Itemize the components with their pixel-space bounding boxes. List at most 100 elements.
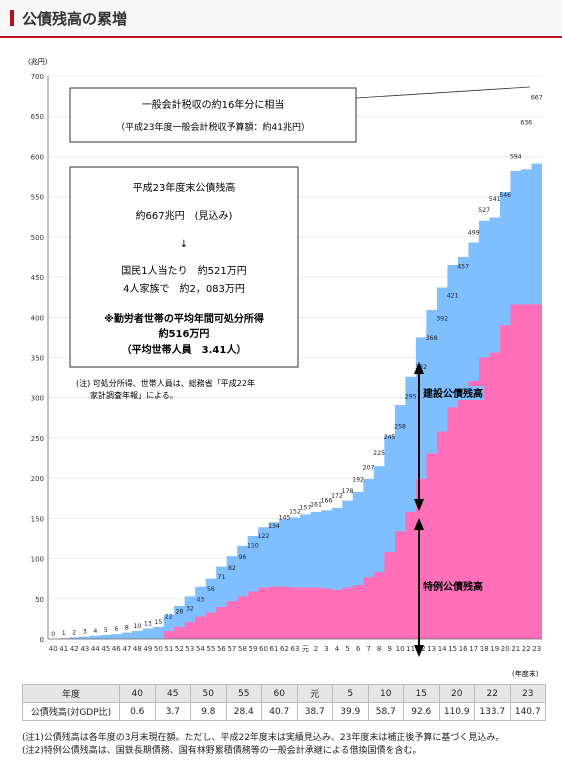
table-cell: 140.7 [509,702,546,721]
total-data-label: 10 [133,623,141,630]
y-tick-label: 600 [31,153,44,161]
table-cell: 133.7 [474,702,511,721]
total-data-label: 207 [363,465,375,472]
annotation-pc-line1: 平成23年度末公債残高 [133,181,236,194]
total-data-label: 152 [289,509,301,516]
y-tick-label: 0 [40,636,44,644]
total-data-label: 3 [83,629,87,636]
y-tick-label: 350 [31,355,44,363]
y-tick-label: 300 [31,395,44,403]
total-data-label: 172 [331,493,343,500]
total-data-label: 96 [239,554,247,561]
total-data-label: 546 [499,192,511,199]
total-data-label: 6 [114,626,118,633]
note-line-1: (注) 可処分所得、世帯人員は、総務省「平成22年 [76,378,255,388]
special-arrow-top [414,518,424,530]
total-data-label: 22 [165,613,173,620]
x-tick-label: 4 [335,645,340,653]
annotation-tax-line2: （平成23年度一般会計税収予算額：約41兆円） [116,121,310,133]
annotation-pointer-line [355,86,531,99]
total-data-label: 13 [144,621,152,628]
x-tick-label: 7 [366,645,370,653]
x-tick-label: 53 [185,645,194,653]
table-row-label: 公債残高(対GDP比) [22,702,120,721]
construction-arrow-top [414,362,424,374]
x-tick-label: 10 [396,645,405,653]
annotation-pc-line4: 国民1人当たり 約521万円 [121,264,246,277]
annotation-pc-line6: ※勤労者世帯の平均年間可処分所得 [104,312,264,325]
table-cell: 9.8 [190,702,227,721]
total-data-label: 192 [352,477,364,484]
total-data-label: 421 [447,292,459,299]
footnote-2: (注2)特例公債残高は、国鉄長期債務、国有林野累積債務等の一般会計承継による借換… [22,746,422,756]
table-cell: 3.7 [154,702,191,721]
x-tick-label: 16 [459,645,468,653]
x-tick-label: 11 [406,645,415,653]
x-tick-label: 23 [532,645,541,653]
construction-label-bg [422,386,484,400]
total-data-label: 225 [373,450,385,457]
total-data-label: 1 [62,630,66,637]
table-header-cell: 20 [438,684,475,703]
annotation-box-tax [69,87,357,143]
table-cell: 0.6 [119,702,156,721]
table-header-cell: 22 [474,684,511,703]
y-tick-label: 400 [31,314,44,322]
total-data-label: 636 [520,119,532,126]
annotation-pc-line7: 約516万円 [159,327,210,340]
x-tick-label: 57 [227,645,236,653]
x-tick-label: 45 [101,645,110,653]
total-data-label: 56 [207,586,215,593]
annotation-pc-line2: 約667兆円 (見込み) [136,209,233,222]
x-tick-label: 42 [70,645,79,653]
chart-axes: 0501001502002503003504004505005506006507… [31,73,542,653]
table-header-cell: 元 [296,684,333,703]
x-tick-label: 49 [143,645,152,653]
x-tick-label: 46 [112,645,121,653]
total-data-label: 667 [531,95,543,102]
construction-arrow-bottom [414,499,424,511]
total-data-label: 541 [489,196,501,203]
table-header-cell: 15 [403,684,440,703]
x-tick-label: 5 [345,645,349,653]
annotation-tax-line1: 一般会計税収の約16年分に相当 [142,98,285,111]
total-data-label: 5 [104,627,108,634]
table-cell: 92.6 [403,702,440,721]
x-tick-label: 61 [270,645,279,653]
x-tick-label: 元 [302,645,309,653]
y-tick-label: 150 [31,515,44,523]
total-data-label: 15 [154,619,162,626]
x-tick-label: 8 [377,645,381,653]
x-tick-label: 22 [522,645,531,653]
x-tick-label: 58 [238,645,247,653]
total-data-label: 28 [175,608,183,615]
y-tick-label: 550 [31,194,44,202]
total-data-label: 178 [342,488,354,495]
x-tick-label: 40 [49,645,58,653]
table-header-cell: 23 [509,684,546,703]
table-cell: 39.9 [332,702,369,721]
total-data-label: 457 [457,263,469,270]
y-tick-label: 250 [31,435,44,443]
x-tick-label: 59 [248,645,257,653]
total-data-label: 258 [394,423,406,430]
x-tick-label: 19 [490,645,499,653]
x-tick-label: 51 [164,645,173,653]
x-tick-label: 17 [469,645,478,653]
table-header-cell: 年度 [22,684,120,703]
table-header-cell: 55 [225,684,262,703]
total-data-label: 245 [384,434,396,441]
x-tick-label: 41 [59,645,68,653]
page-header: 公債残高の累増 [0,0,562,38]
x-tick-label: 48 [133,645,142,653]
table-cell: 38.7 [296,702,333,721]
y-tick-label: 450 [31,274,44,282]
special-arrow-bottom [414,645,424,657]
x-tick-label: 62 [280,645,289,653]
x-tick-label: 21 [511,645,520,653]
annotation-box-per-capita [69,166,299,368]
x-tick-label: 55 [206,645,215,653]
footnote-1: (注1)公債残高は各年度の3月末現在額。ただし、平成22年度末は実績見込み、23… [22,733,505,743]
x-tick-label: 47 [122,645,131,653]
total-data-label: 0 [51,631,55,638]
